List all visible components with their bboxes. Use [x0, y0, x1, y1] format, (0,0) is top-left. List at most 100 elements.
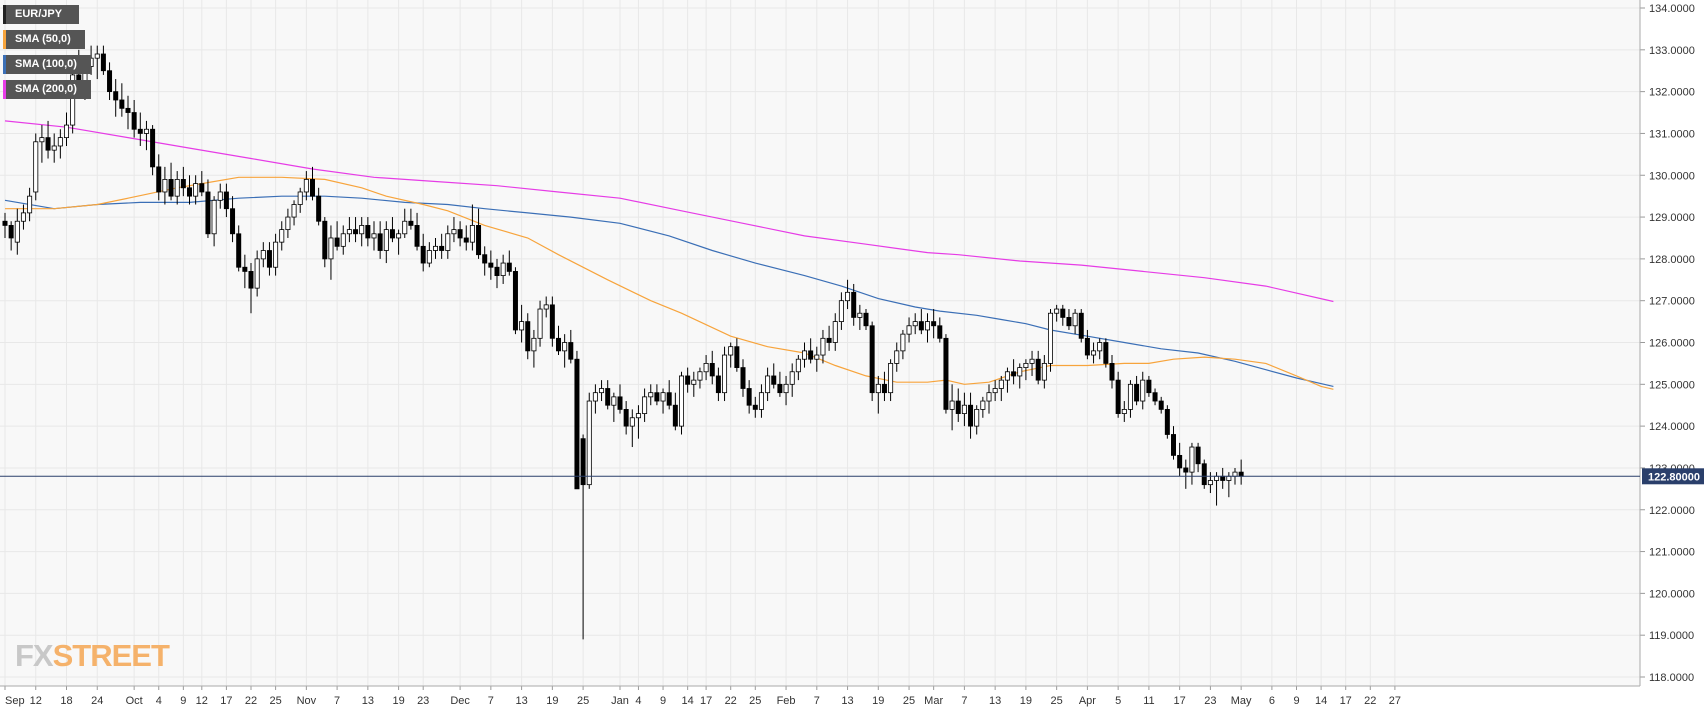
candle	[414, 212, 420, 251]
legend-label: SMA (100,0)	[15, 58, 77, 70]
legend-label: SMA (200,0)	[15, 83, 77, 95]
candle	[1152, 388, 1158, 406]
candle-body-up	[875, 383, 881, 394]
candle	[599, 380, 605, 402]
logo-fx-text: FX	[15, 638, 54, 673]
candle	[1164, 405, 1170, 439]
candle-body-down	[100, 53, 106, 72]
candle-body-up	[697, 371, 703, 381]
candle	[482, 246, 488, 276]
candle-body-down	[955, 400, 961, 414]
candle-body-down	[266, 250, 272, 268]
candle-body-down	[709, 363, 715, 377]
candle	[322, 217, 328, 268]
x-tick-label: 7	[488, 695, 494, 707]
candle-body-down	[309, 179, 315, 197]
candle-body-down	[617, 396, 623, 410]
candle-body-down	[457, 229, 463, 239]
candle-body-up	[174, 179, 180, 197]
candle	[752, 396, 758, 418]
candle-body-up	[1121, 408, 1127, 414]
candle	[1054, 304, 1060, 322]
candle-body-down	[186, 187, 192, 197]
candle-body-up	[845, 291, 851, 302]
candle-body-down	[1195, 446, 1201, 465]
candle-body-up	[592, 392, 598, 402]
candle-body-down	[931, 321, 937, 327]
candle-body-up	[832, 321, 838, 343]
candle	[297, 187, 303, 213]
candle-body-up	[722, 354, 728, 394]
candle	[334, 221, 340, 251]
candle	[119, 83, 125, 117]
candle-body-down	[666, 392, 672, 406]
candle-body-down	[1035, 358, 1041, 381]
candle	[8, 221, 14, 251]
candle	[685, 367, 691, 393]
legend-swatch	[3, 30, 6, 49]
candle	[445, 225, 451, 259]
x-tick-label: May	[1231, 695, 1252, 707]
candle-body-up	[39, 137, 45, 143]
candle-body-down	[389, 229, 395, 239]
x-tick-label: 22	[245, 695, 257, 707]
candle	[1207, 472, 1213, 494]
candle	[1171, 426, 1177, 460]
candle	[1134, 375, 1140, 406]
candle	[851, 283, 857, 326]
legend-label: SMA (50,0)	[15, 33, 71, 45]
candle	[162, 166, 168, 205]
candle-body-down	[1152, 392, 1158, 402]
candle-body-down	[377, 233, 383, 251]
candle	[512, 267, 518, 335]
candle-body-down	[482, 254, 488, 264]
candle-body-up	[33, 141, 39, 193]
candle-body-up	[703, 363, 709, 373]
candle-body-up	[537, 308, 543, 339]
candle-body-down	[851, 291, 857, 318]
x-tick-label: 17	[1174, 695, 1186, 707]
candle-body-up	[1140, 379, 1146, 402]
candle	[463, 225, 469, 251]
y-tick-label: 126.0000	[1649, 338, 1695, 350]
legend-swatch	[3, 5, 6, 24]
candle-body-up	[279, 229, 285, 243]
candle	[1041, 355, 1047, 389]
candle	[377, 221, 383, 259]
x-tick-label: Sep	[5, 695, 25, 707]
candle	[408, 208, 414, 230]
candle-body-down	[943, 337, 949, 410]
candle	[1091, 342, 1097, 364]
candle	[697, 367, 703, 389]
candle-body-down	[1146, 379, 1152, 394]
candle	[488, 250, 494, 280]
candle	[328, 225, 334, 280]
candle	[765, 367, 771, 402]
candle	[180, 166, 186, 197]
x-tick-label: 9	[180, 695, 186, 707]
candle-body-down	[1171, 434, 1177, 456]
candle	[771, 363, 777, 389]
candle-body-down	[180, 179, 186, 189]
candle-body-down	[199, 183, 205, 193]
x-tick-label: 23	[417, 695, 429, 707]
candle	[998, 375, 1004, 402]
candle-body-down	[869, 325, 875, 394]
sma-100-line	[4, 195, 1334, 387]
candle-body-up	[162, 179, 168, 193]
candle-body-up	[642, 396, 648, 414]
candle-body-up	[519, 321, 525, 331]
candle	[968, 392, 974, 439]
legend-label: EUR/JPY	[15, 8, 63, 20]
candle-body-down	[414, 225, 420, 247]
last-price-tag	[1642, 468, 1704, 485]
y-tick-label: 133.0000	[1649, 45, 1695, 57]
x-tick-label: 12	[30, 695, 42, 707]
candle	[260, 242, 266, 268]
candle-body-up	[765, 375, 771, 394]
candle-body-down	[1084, 337, 1090, 356]
candle-body-up	[660, 392, 666, 402]
y-tick-label: 124.0000	[1649, 421, 1695, 433]
